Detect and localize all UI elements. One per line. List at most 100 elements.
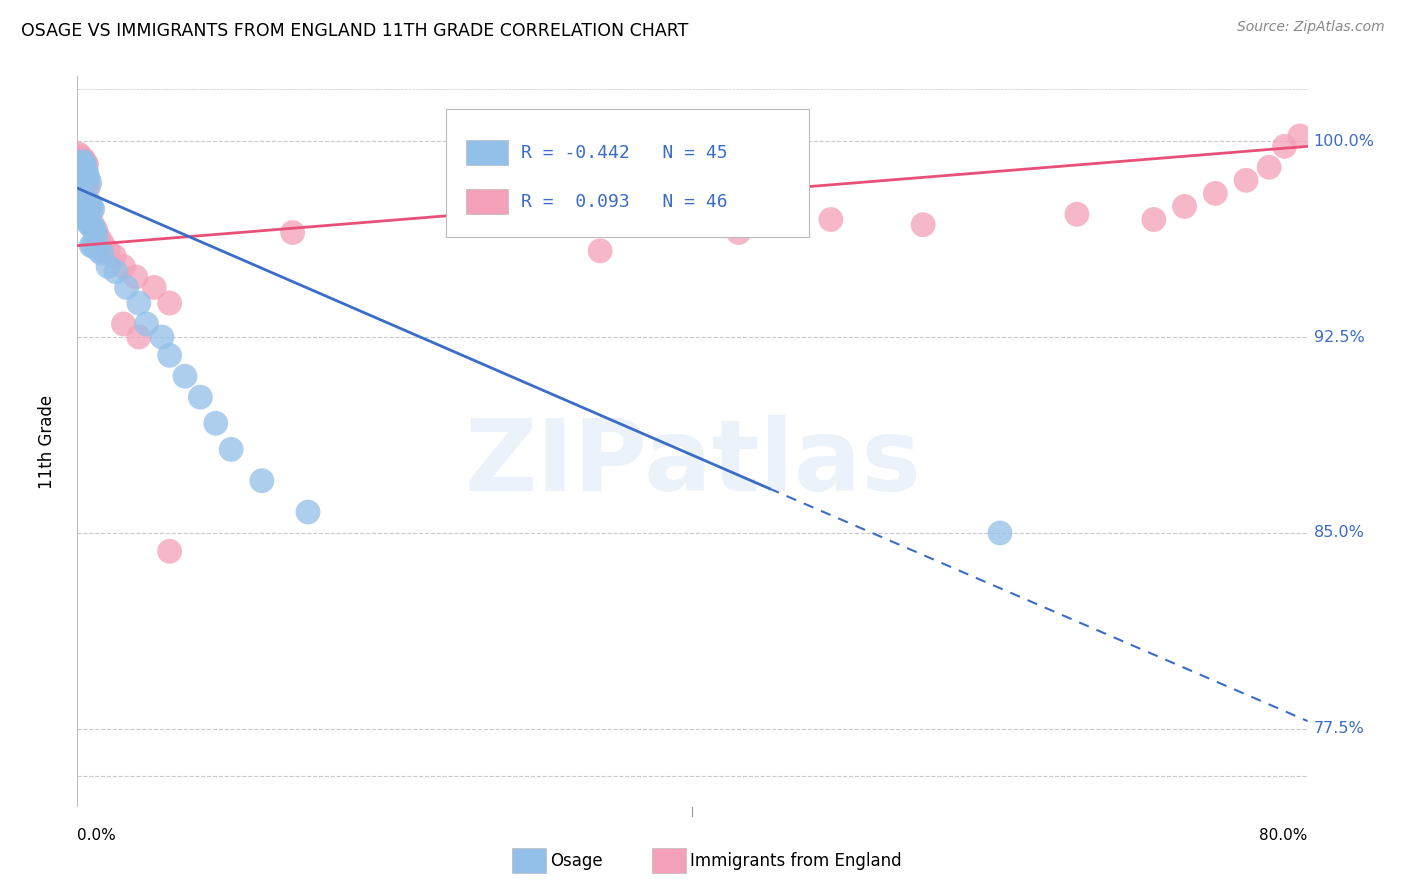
Text: 80.0%: 80.0%: [1260, 828, 1308, 843]
Point: [72, 192, 94, 206]
Text: 11th Grade: 11th Grade: [38, 394, 56, 489]
Point: [159, 348, 181, 362]
FancyBboxPatch shape: [467, 140, 508, 165]
Point: [82, 218, 104, 232]
Point: [1174, 199, 1197, 213]
Text: OSAGE VS IMMIGRANTS FROM ENGLAND 11TH GRADE CORRELATION CHART: OSAGE VS IMMIGRANTS FROM ENGLAND 11TH GR…: [21, 22, 689, 40]
Point: [70, 170, 93, 185]
Point: [79, 176, 101, 190]
Point: [72, 153, 94, 167]
Point: [67, 161, 90, 175]
FancyBboxPatch shape: [447, 109, 810, 236]
Point: [135, 317, 157, 331]
Point: [988, 526, 1011, 541]
Point: [912, 218, 935, 232]
Point: [76, 207, 98, 221]
Point: [76, 165, 98, 179]
Point: [1258, 161, 1281, 175]
Point: [90, 235, 114, 250]
Point: [76, 178, 98, 193]
Point: [80, 238, 103, 252]
Point: [90, 246, 114, 260]
Point: [84, 235, 107, 250]
Point: [281, 226, 304, 240]
Text: Source: ZipAtlas.com: Source: ZipAtlas.com: [1237, 20, 1385, 34]
Point: [83, 223, 105, 237]
Point: [73, 168, 96, 182]
Point: [70, 173, 93, 187]
Text: 77.5%: 77.5%: [1313, 722, 1364, 737]
Point: [79, 196, 101, 211]
Text: ZIPatlas: ZIPatlas: [464, 415, 921, 512]
Point: [87, 231, 110, 245]
Point: [70, 155, 93, 169]
Point: [80, 218, 103, 232]
Point: [112, 260, 135, 274]
Point: [73, 194, 96, 209]
Point: [79, 202, 101, 216]
Point: [727, 226, 749, 240]
Point: [82, 238, 104, 252]
Point: [73, 196, 96, 211]
Point: [77, 181, 100, 195]
Text: R = -0.442   N = 45: R = -0.442 N = 45: [522, 144, 728, 161]
Point: [84, 228, 107, 243]
Point: [73, 161, 96, 175]
Point: [72, 155, 94, 169]
Point: [297, 505, 319, 519]
Text: R =  0.093   N = 46: R = 0.093 N = 46: [522, 193, 728, 211]
Point: [76, 212, 98, 227]
Point: [72, 173, 94, 187]
Point: [76, 196, 98, 211]
Point: [82, 202, 104, 216]
Point: [77, 212, 100, 227]
Point: [1289, 128, 1312, 143]
Point: [150, 330, 173, 344]
Point: [73, 173, 96, 187]
Point: [250, 474, 273, 488]
Point: [76, 199, 98, 213]
Point: [80, 204, 103, 219]
Point: [174, 369, 197, 384]
Point: [76, 158, 98, 172]
Point: [69, 150, 91, 164]
Text: 92.5%: 92.5%: [1313, 329, 1364, 344]
Point: [1066, 207, 1088, 221]
Point: [77, 212, 100, 227]
Point: [77, 199, 100, 213]
Point: [67, 147, 90, 161]
Point: [73, 155, 96, 169]
Point: [820, 212, 842, 227]
Point: [97, 244, 120, 258]
Point: [1234, 173, 1257, 187]
Point: [204, 417, 226, 431]
Point: [159, 544, 181, 558]
Point: [104, 265, 127, 279]
Point: [80, 199, 103, 213]
Text: Immigrants from England: Immigrants from England: [690, 852, 903, 870]
Point: [159, 296, 181, 310]
Point: [128, 296, 150, 310]
Point: [103, 249, 125, 263]
Text: Osage: Osage: [550, 852, 602, 870]
FancyBboxPatch shape: [467, 189, 508, 214]
Point: [77, 170, 100, 185]
Point: [69, 161, 91, 175]
Point: [1143, 212, 1166, 227]
Point: [77, 194, 100, 209]
Point: [188, 390, 212, 404]
Text: 85.0%: 85.0%: [1313, 525, 1365, 541]
Point: [1274, 139, 1296, 153]
Point: [143, 280, 166, 294]
Point: [79, 218, 101, 232]
Point: [82, 220, 104, 235]
Point: [87, 244, 110, 258]
Point: [125, 270, 148, 285]
Point: [128, 330, 150, 344]
Point: [72, 192, 94, 206]
Point: [72, 170, 94, 185]
Point: [112, 317, 135, 331]
Point: [97, 260, 120, 274]
Point: [115, 280, 138, 294]
Point: [70, 153, 93, 167]
